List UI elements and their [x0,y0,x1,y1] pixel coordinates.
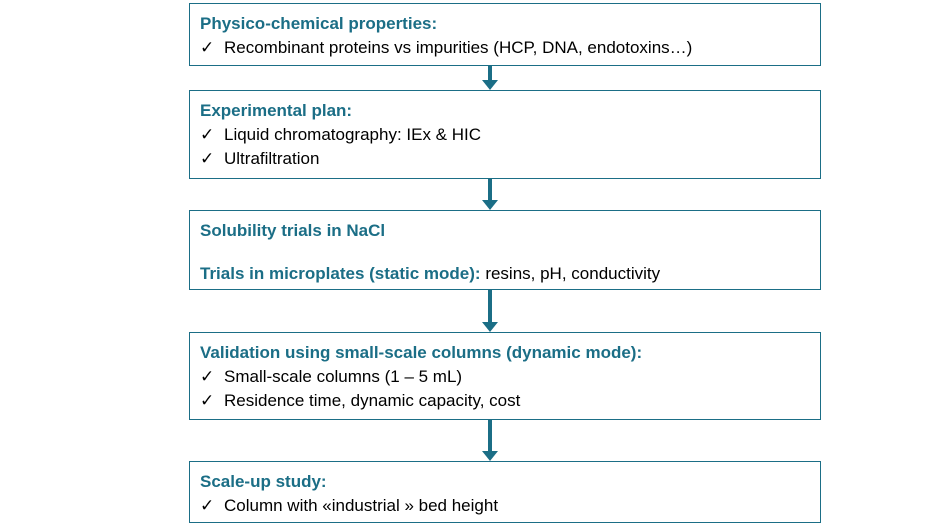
check-mark: ✓ [200,391,215,410]
item-text: Small-scale columns (1 – 5 mL) [224,367,463,386]
step-title: Experimental plan: [200,101,353,120]
item-text: Ultrafiltration [224,149,320,168]
arrow-head [482,451,498,461]
step-item: ✓ Liquid chromatography: IEx & HIC [200,123,810,147]
check-mark: ✓ [200,149,215,168]
check-mark: ✓ [200,367,215,386]
item-text: Column with «industrial » bed height [224,496,499,515]
check-mark: ✓ [200,496,215,515]
arrow-head [482,322,498,332]
check-mark: ✓ [200,38,215,57]
step-item: ✓ Column with «industrial » bed height [200,494,810,518]
arrow-head [482,200,498,210]
step-item: ✓ Ultrafiltration [200,147,810,171]
item-text: Residence time, dynamic capacity, cost [224,391,521,410]
step-item: ✓ Small-scale columns (1 – 5 mL) [200,365,810,389]
step-box: Scale-up study: ✓ Column with «industrial … [189,461,821,523]
check-mark: ✓ [200,125,215,144]
step-title: Solubility trials in NaCl [200,221,386,240]
step-box: Experimental plan: ✓ Liquid chromatography… [189,90,821,179]
step-box: Physico-chemical properties: ✓ Recombinant… [189,3,821,66]
step-title: Scale-up study: [200,472,327,491]
step-box: Solubility trials in NaCl Trials in micro… [189,210,821,290]
step-box: Validation using small-scale columns (dy… [189,332,821,420]
step-subtitle: Trials in microplates (static mode): [200,264,481,283]
item-text: Liquid chromatography: IEx & HIC [224,125,482,144]
step-title: Physico-chemical properties: [200,14,438,33]
step-item: ✓ Residence time, dynamic capacity, cost [200,389,810,413]
arrow-head [482,80,498,90]
step-line: Trials in microplates (static mode): res… [200,262,810,286]
item-text: Recombinant proteins vs impurities (HCP,… [224,38,693,57]
step-detail: resins, pH, conductivity [485,264,661,283]
step-item: ✓ Recombinant proteins vs impurities (HCP… [200,36,810,60]
step-title: Validation using small-scale columns (dy… [200,343,643,362]
